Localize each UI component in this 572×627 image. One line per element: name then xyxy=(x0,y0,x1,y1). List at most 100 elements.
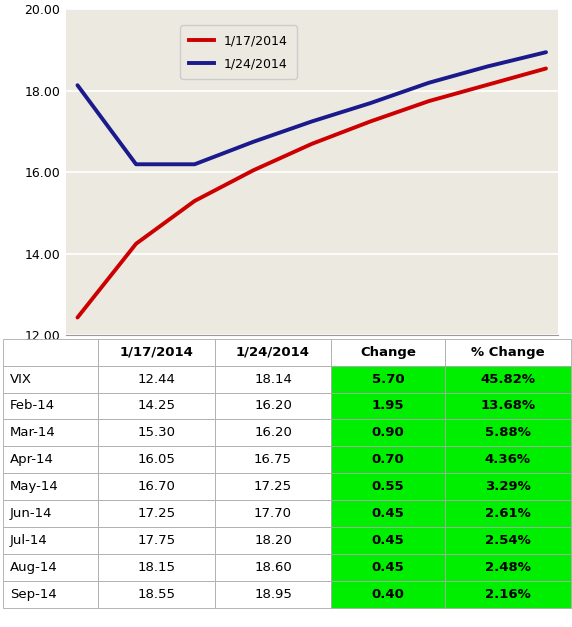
FancyBboxPatch shape xyxy=(98,419,214,446)
Text: 18.95: 18.95 xyxy=(254,588,292,601)
Text: 2.54%: 2.54% xyxy=(485,534,531,547)
Text: 15.30: 15.30 xyxy=(137,426,176,440)
FancyBboxPatch shape xyxy=(98,527,214,554)
FancyBboxPatch shape xyxy=(331,419,445,446)
FancyBboxPatch shape xyxy=(331,500,445,527)
Text: 14.25: 14.25 xyxy=(137,399,176,413)
Text: 16.20: 16.20 xyxy=(254,399,292,413)
Text: 16.20: 16.20 xyxy=(254,426,292,440)
FancyBboxPatch shape xyxy=(331,581,445,608)
Text: 18.55: 18.55 xyxy=(137,588,176,601)
FancyBboxPatch shape xyxy=(445,581,571,608)
Text: 5.70: 5.70 xyxy=(372,372,404,386)
Text: 0.45: 0.45 xyxy=(372,534,404,547)
FancyBboxPatch shape xyxy=(3,419,98,446)
Text: 0.55: 0.55 xyxy=(372,480,404,493)
Text: 1/24/2014: 1/24/2014 xyxy=(236,345,310,359)
FancyBboxPatch shape xyxy=(445,366,571,393)
Text: 16.70: 16.70 xyxy=(137,480,175,493)
FancyBboxPatch shape xyxy=(98,581,214,608)
Text: 17.70: 17.70 xyxy=(254,507,292,520)
FancyBboxPatch shape xyxy=(3,366,98,393)
FancyBboxPatch shape xyxy=(445,446,571,473)
FancyBboxPatch shape xyxy=(445,473,571,500)
Text: 18.15: 18.15 xyxy=(137,561,176,574)
FancyBboxPatch shape xyxy=(214,366,331,393)
FancyBboxPatch shape xyxy=(214,500,331,527)
FancyBboxPatch shape xyxy=(98,473,214,500)
Text: 3.29%: 3.29% xyxy=(485,480,531,493)
FancyBboxPatch shape xyxy=(98,339,214,366)
FancyBboxPatch shape xyxy=(214,393,331,419)
FancyBboxPatch shape xyxy=(214,581,331,608)
FancyBboxPatch shape xyxy=(445,554,571,581)
FancyBboxPatch shape xyxy=(98,554,214,581)
Text: 17.25: 17.25 xyxy=(254,480,292,493)
Text: 13.68%: 13.68% xyxy=(480,399,535,413)
FancyBboxPatch shape xyxy=(3,581,98,608)
Text: 0.90: 0.90 xyxy=(372,426,404,440)
Text: 0.40: 0.40 xyxy=(372,588,404,601)
FancyBboxPatch shape xyxy=(445,419,571,446)
Text: 17.75: 17.75 xyxy=(137,534,176,547)
Text: Change: Change xyxy=(360,345,416,359)
Text: 12.44: 12.44 xyxy=(137,372,175,386)
Text: 16.75: 16.75 xyxy=(254,453,292,466)
Text: 2.16%: 2.16% xyxy=(485,588,531,601)
Text: 45.82%: 45.82% xyxy=(480,372,535,386)
FancyBboxPatch shape xyxy=(445,339,571,366)
Text: 4.36%: 4.36% xyxy=(485,453,531,466)
FancyBboxPatch shape xyxy=(331,366,445,393)
FancyBboxPatch shape xyxy=(214,473,331,500)
Text: Jul-14: Jul-14 xyxy=(10,534,47,547)
Text: 0.45: 0.45 xyxy=(372,507,404,520)
FancyBboxPatch shape xyxy=(331,339,445,366)
Text: VIX: VIX xyxy=(10,372,31,386)
Text: 0.70: 0.70 xyxy=(372,453,404,466)
FancyBboxPatch shape xyxy=(331,393,445,419)
FancyBboxPatch shape xyxy=(214,446,331,473)
Text: Apr-14: Apr-14 xyxy=(10,453,54,466)
FancyBboxPatch shape xyxy=(214,554,331,581)
Text: 1/17/2014: 1/17/2014 xyxy=(120,345,193,359)
Text: Sep-14: Sep-14 xyxy=(10,588,57,601)
Text: Mar-14: Mar-14 xyxy=(10,426,55,440)
Text: 2.61%: 2.61% xyxy=(485,507,531,520)
Text: 0.45: 0.45 xyxy=(372,561,404,574)
Text: 18.14: 18.14 xyxy=(254,372,292,386)
FancyBboxPatch shape xyxy=(98,366,214,393)
FancyBboxPatch shape xyxy=(3,339,98,366)
FancyBboxPatch shape xyxy=(3,500,98,527)
Text: 17.25: 17.25 xyxy=(137,507,176,520)
FancyBboxPatch shape xyxy=(98,446,214,473)
FancyBboxPatch shape xyxy=(3,393,98,419)
FancyBboxPatch shape xyxy=(3,473,98,500)
Text: May-14: May-14 xyxy=(10,480,58,493)
FancyBboxPatch shape xyxy=(214,339,331,366)
Text: 5.88%: 5.88% xyxy=(485,426,531,440)
Text: 16.05: 16.05 xyxy=(137,453,175,466)
Text: 18.20: 18.20 xyxy=(254,534,292,547)
FancyBboxPatch shape xyxy=(331,473,445,500)
Text: 18.60: 18.60 xyxy=(254,561,292,574)
FancyBboxPatch shape xyxy=(214,419,331,446)
Legend: 1/17/2014, 1/24/2014: 1/17/2014, 1/24/2014 xyxy=(180,26,297,79)
FancyBboxPatch shape xyxy=(331,527,445,554)
Text: % Change: % Change xyxy=(471,345,545,359)
FancyBboxPatch shape xyxy=(445,527,571,554)
FancyBboxPatch shape xyxy=(98,500,214,527)
FancyBboxPatch shape xyxy=(331,446,445,473)
FancyBboxPatch shape xyxy=(3,554,98,581)
Text: 2.48%: 2.48% xyxy=(485,561,531,574)
FancyBboxPatch shape xyxy=(214,527,331,554)
Text: Aug-14: Aug-14 xyxy=(10,561,57,574)
FancyBboxPatch shape xyxy=(98,393,214,419)
Text: Feb-14: Feb-14 xyxy=(10,399,55,413)
FancyBboxPatch shape xyxy=(445,500,571,527)
FancyBboxPatch shape xyxy=(445,393,571,419)
Text: 1.95: 1.95 xyxy=(372,399,404,413)
FancyBboxPatch shape xyxy=(3,446,98,473)
FancyBboxPatch shape xyxy=(3,527,98,554)
FancyBboxPatch shape xyxy=(331,554,445,581)
Text: Jun-14: Jun-14 xyxy=(10,507,52,520)
